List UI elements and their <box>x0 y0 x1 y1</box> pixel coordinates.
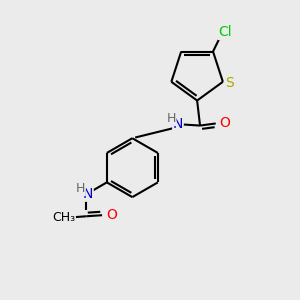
Text: CH₃: CH₃ <box>52 211 75 224</box>
Text: O: O <box>220 116 230 130</box>
Text: H: H <box>76 182 85 195</box>
Text: O: O <box>106 208 118 222</box>
Text: N: N <box>83 187 93 201</box>
Text: H: H <box>167 112 176 125</box>
Text: S: S <box>225 76 234 90</box>
Text: Cl: Cl <box>218 26 232 39</box>
Text: N: N <box>173 117 183 131</box>
